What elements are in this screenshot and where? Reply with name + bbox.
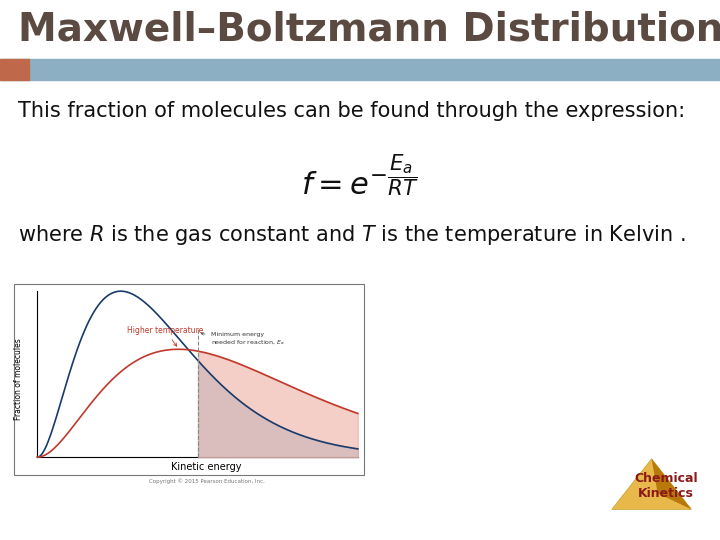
Text: Maxwell–Boltzmann Distributions: Maxwell–Boltzmann Distributions — [18, 11, 720, 49]
Bar — [0, 59, 29, 80]
Text: Minimum energy
needed for reaction, $E_a$: Minimum energy needed for reaction, $E_a… — [201, 332, 284, 347]
Polygon shape — [612, 459, 691, 509]
Text: Fraction of molecules: Fraction of molecules — [14, 339, 23, 420]
Text: Kinetic energy: Kinetic energy — [171, 462, 242, 472]
Text: This fraction of molecules can be found through the expression:: This fraction of molecules can be found … — [18, 100, 685, 121]
Polygon shape — [652, 459, 691, 509]
Bar — [0, 59, 720, 80]
Text: Higher temperature: Higher temperature — [127, 326, 204, 346]
Text: Copyright © 2015 Pearson Education, Inc.: Copyright © 2015 Pearson Education, Inc. — [148, 478, 264, 483]
Text: $f = e^{-\dfrac{E_a}{RT}}$: $f = e^{-\dfrac{E_a}{RT}}$ — [301, 155, 419, 201]
Text: Chemical
Kinetics: Chemical Kinetics — [634, 472, 698, 501]
Text: where $\mathit{R}$ is the gas constant and $\mathit{T}$ is the temperature in Ke: where $\mathit{R}$ is the gas constant a… — [18, 223, 685, 247]
Bar — [14, 284, 364, 475]
